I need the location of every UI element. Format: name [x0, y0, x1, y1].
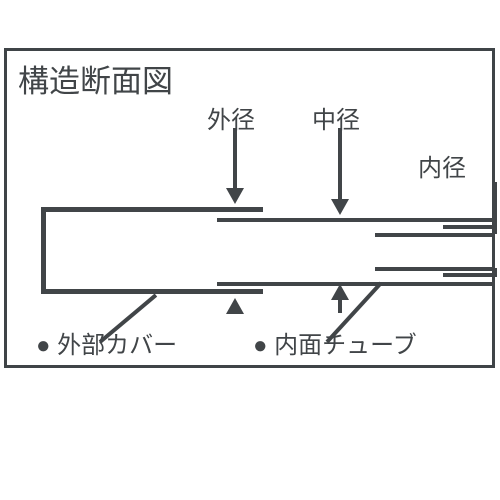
arrow-mid-dia-top [331, 128, 349, 215]
arrow-outer-dia-bot [226, 298, 244, 313]
inner-dia-lead [493, 182, 497, 229]
canvas: 構造断面図 外径 中径 内径 ● 外部カバー ● 内面チューブ [0, 0, 500, 500]
inner-tube-outer-line-bot [217, 282, 495, 286]
label-outer-cover: ● 外部カバー [36, 325, 177, 360]
arrow-outer-dia-top [226, 128, 244, 204]
inner-dia-bracket-bot [443, 268, 497, 277]
inner-tube-outer-line-top [217, 218, 495, 222]
arrow-mid-dia-bot [331, 284, 349, 313]
label-inner-dia: 内径 [418, 148, 466, 183]
diagram-title: 構造断面図 [18, 56, 173, 101]
inner-dia-bracket-top [443, 225, 497, 234]
